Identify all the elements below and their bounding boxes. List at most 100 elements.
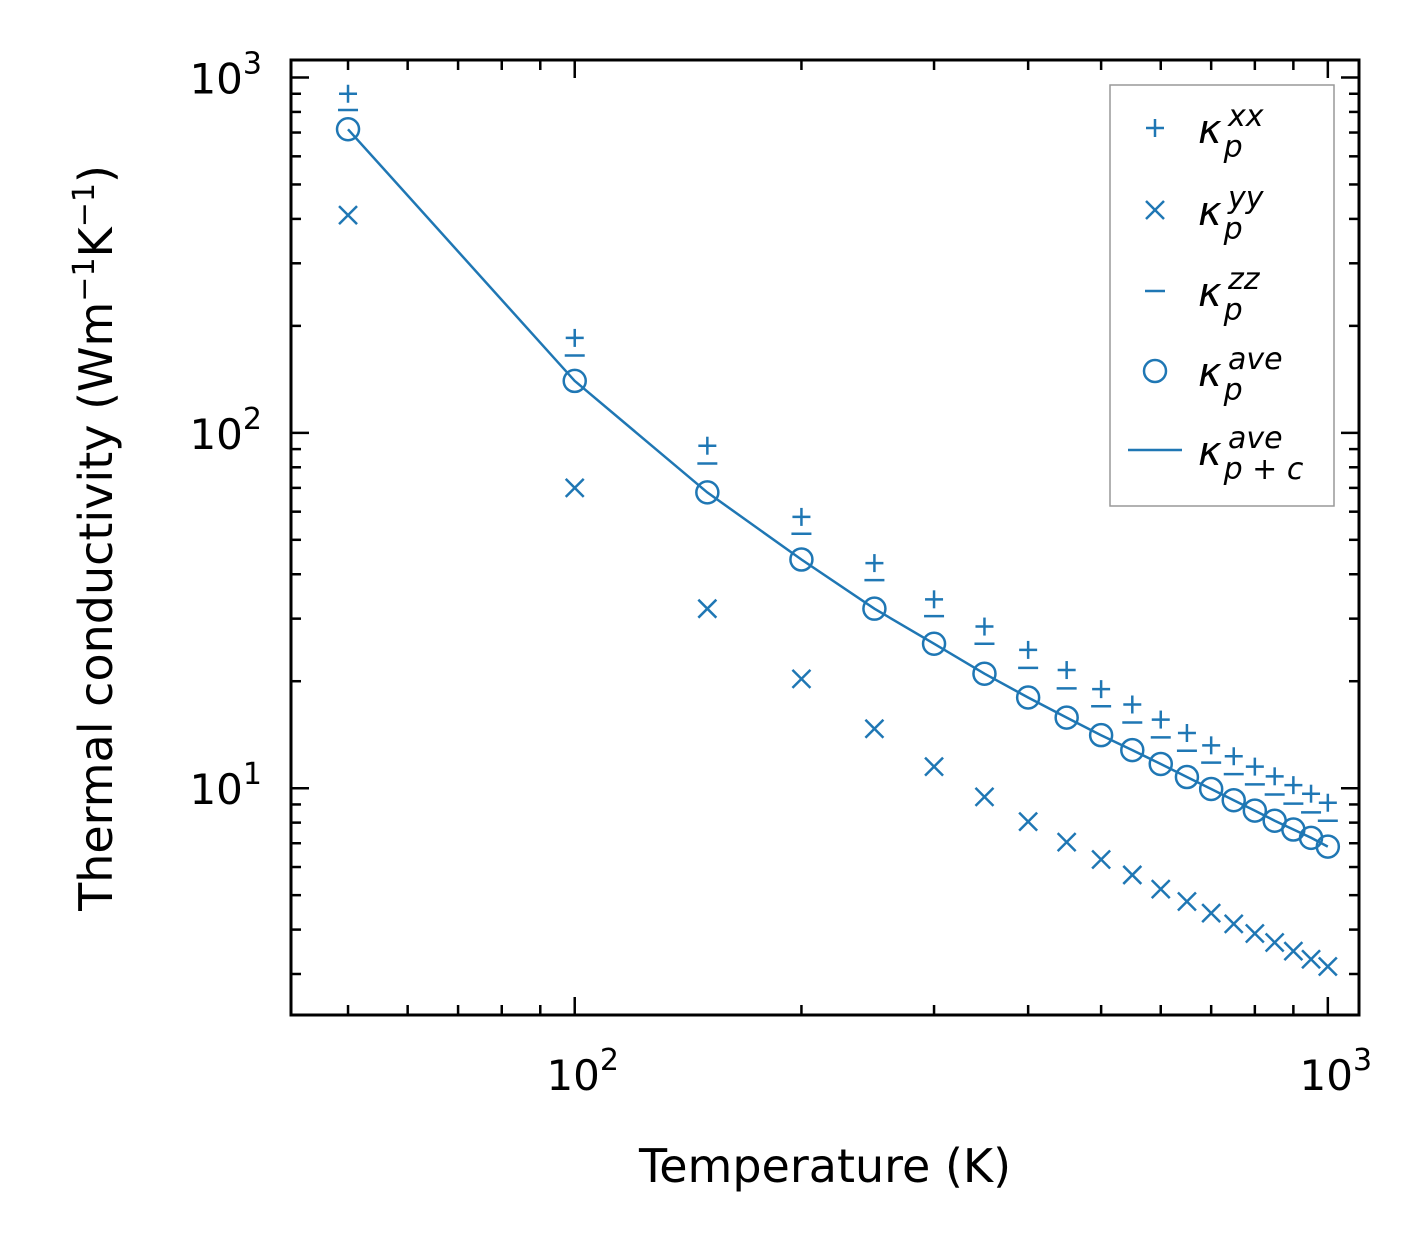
legend-frame bbox=[1109, 84, 1335, 507]
y-axis-label: Thermal conductivity (Wm−1K−1) bbox=[67, 165, 123, 912]
x-axis-label: Temperature (K) bbox=[638, 1139, 1011, 1193]
data-point-kappa_p_ave bbox=[1221, 787, 1246, 813]
data-point-kappa_p_xx bbox=[865, 554, 884, 573]
data-point-kappa_p_yy bbox=[1201, 903, 1222, 924]
legend-sup-kappa-p-ave: ave bbox=[1228, 342, 1283, 377]
legend-marker-x bbox=[1145, 200, 1165, 220]
data-point-kappa_p_xx bbox=[565, 328, 584, 347]
legend-label-kappa-pc-ave: κp + c bbox=[1198, 429, 1304, 487]
legend-markers bbox=[1128, 119, 1182, 452]
data-point-kappa_p_yy bbox=[1056, 832, 1077, 853]
data-point-kappa_p_xx bbox=[1019, 640, 1038, 659]
data-point-kappa_p_yy bbox=[697, 598, 718, 619]
y-tick-label: 102 bbox=[189, 402, 262, 459]
data-point-kappa_p_xx bbox=[1177, 723, 1196, 742]
y-tick-label: 101 bbox=[189, 757, 262, 814]
data-point-kappa_p_ave bbox=[695, 480, 720, 505]
x-marker-b bbox=[864, 718, 885, 739]
x-tick-label: 102 bbox=[546, 1043, 619, 1100]
data-point-kappa_p_ave bbox=[562, 368, 587, 394]
legend: κp xx κp yy κp zz κp ave κp + c ave bbox=[1109, 84, 1335, 507]
data-point-kappa_p_ave bbox=[1148, 751, 1174, 777]
data-point-kappa_p_ave bbox=[1242, 798, 1268, 823]
data-point-kappa_p_ave bbox=[1120, 737, 1145, 763]
data-point-kappa_p_yy bbox=[974, 787, 995, 807]
x-marker-b bbox=[1018, 811, 1039, 832]
x-marker-b bbox=[1091, 849, 1112, 870]
data-point-kappa_p_xx bbox=[1224, 747, 1243, 766]
data-point-kappa_p_xx bbox=[1202, 736, 1221, 755]
plot-frame bbox=[289, 58, 1361, 1017]
x-marker-b bbox=[697, 598, 718, 619]
data-point-kappa_p_xx bbox=[792, 507, 811, 526]
data-point-kappa_p_xx bbox=[698, 436, 717, 455]
data-point-kappa_p_xx bbox=[1302, 784, 1321, 803]
data-point-kappa_p_xx bbox=[1151, 710, 1170, 729]
legend-label-kappa-p-xx: κp bbox=[1198, 107, 1243, 165]
data-point-kappa_p_yy bbox=[1264, 932, 1285, 953]
data-point-kappa_p_ave bbox=[1315, 834, 1341, 859]
data-point-kappa_p_yy bbox=[1223, 914, 1244, 934]
data-point-kappa_p_xx bbox=[925, 590, 944, 609]
data-point-kappa_p_yy bbox=[1091, 849, 1112, 870]
data-point-kappa_p_yy bbox=[1150, 879, 1171, 899]
data-point-kappa_p_yy bbox=[864, 718, 885, 739]
y-tick-label: 103 bbox=[189, 46, 262, 103]
data-point-kappa_p_ave bbox=[972, 661, 997, 686]
legend-sup-kappa-p-xx: xx bbox=[1227, 99, 1264, 134]
legend-marker-circle bbox=[1142, 358, 1168, 384]
x-marker-b bbox=[1264, 932, 1285, 953]
x-marker-b bbox=[1201, 903, 1222, 924]
data-point-kappa_p_ave bbox=[1054, 705, 1079, 730]
axis-labels: 102 103 101 102 103 bbox=[189, 46, 1372, 1100]
x-marker-b bbox=[1177, 891, 1197, 912]
legend-marker-plus bbox=[1146, 119, 1164, 137]
data-point-kappa_p_yy bbox=[1122, 865, 1143, 885]
data-point-kappa_p_yy bbox=[1283, 941, 1304, 961]
data-point-kappa_p_yy bbox=[1317, 956, 1338, 977]
legend-sup-kappa-p-yy: yy bbox=[1227, 181, 1265, 216]
legend-x-b bbox=[1145, 200, 1165, 220]
x-marker-b bbox=[1223, 914, 1244, 934]
data-point-kappa_p_ave bbox=[335, 117, 361, 142]
data-point-kappa_p_yy bbox=[791, 669, 812, 689]
data-point-kappa_p_xx bbox=[1092, 680, 1111, 699]
data-point-kappa_p_ave bbox=[862, 596, 887, 621]
data-point-kappa_p_yy bbox=[924, 756, 944, 777]
x-marker-b bbox=[1122, 865, 1143, 885]
x-marker-b bbox=[974, 787, 995, 807]
data-point-kappa_p_xx bbox=[1265, 767, 1284, 786]
legend-label-kappa-p-ave: κp bbox=[1198, 350, 1243, 408]
x-marker-b bbox=[1301, 949, 1321, 970]
axis-ticks bbox=[291, 60, 1359, 1015]
data-point-kappa_p_ave bbox=[1198, 776, 1224, 802]
data-point-kappa_p_yy bbox=[1244, 923, 1265, 944]
x-marker-b bbox=[791, 669, 812, 689]
data-point-kappa_p_xx bbox=[1284, 776, 1303, 795]
data-point-kappa_p_yy bbox=[1018, 811, 1039, 832]
data-point-kappa_p_xx bbox=[339, 84, 358, 103]
data-point-kappa_p_yy bbox=[1177, 891, 1197, 912]
data-point-kappa_p_xx bbox=[975, 617, 994, 636]
legend-sup-kappa-p-zz: zz bbox=[1227, 262, 1261, 297]
data-point-kappa_p_yy bbox=[564, 478, 585, 498]
data-point-kappa_p_ave bbox=[789, 547, 814, 572]
x-marker-b bbox=[1150, 879, 1171, 899]
x-marker-b bbox=[338, 205, 358, 225]
x-tick-label: 103 bbox=[1300, 1043, 1373, 1100]
data-point-kappa_p_ave bbox=[921, 631, 947, 656]
x-marker-b bbox=[1283, 941, 1304, 961]
x-marker-b bbox=[1056, 832, 1077, 853]
x-marker-b bbox=[1244, 923, 1265, 944]
legend-sup-kappa-pc-ave: ave bbox=[1228, 421, 1283, 456]
legend-label-kappa-p-yy: κp bbox=[1198, 189, 1243, 247]
x-marker-b bbox=[564, 478, 585, 498]
data-point-kappa_p_yy bbox=[338, 205, 358, 225]
data-point-kappa_p_xx bbox=[1123, 695, 1142, 714]
data-point-kappa_p_ave bbox=[1015, 685, 1041, 710]
x-marker-b bbox=[924, 756, 944, 777]
data-point-kappa_p_xx bbox=[1245, 757, 1264, 776]
plot-data bbox=[335, 84, 1341, 977]
